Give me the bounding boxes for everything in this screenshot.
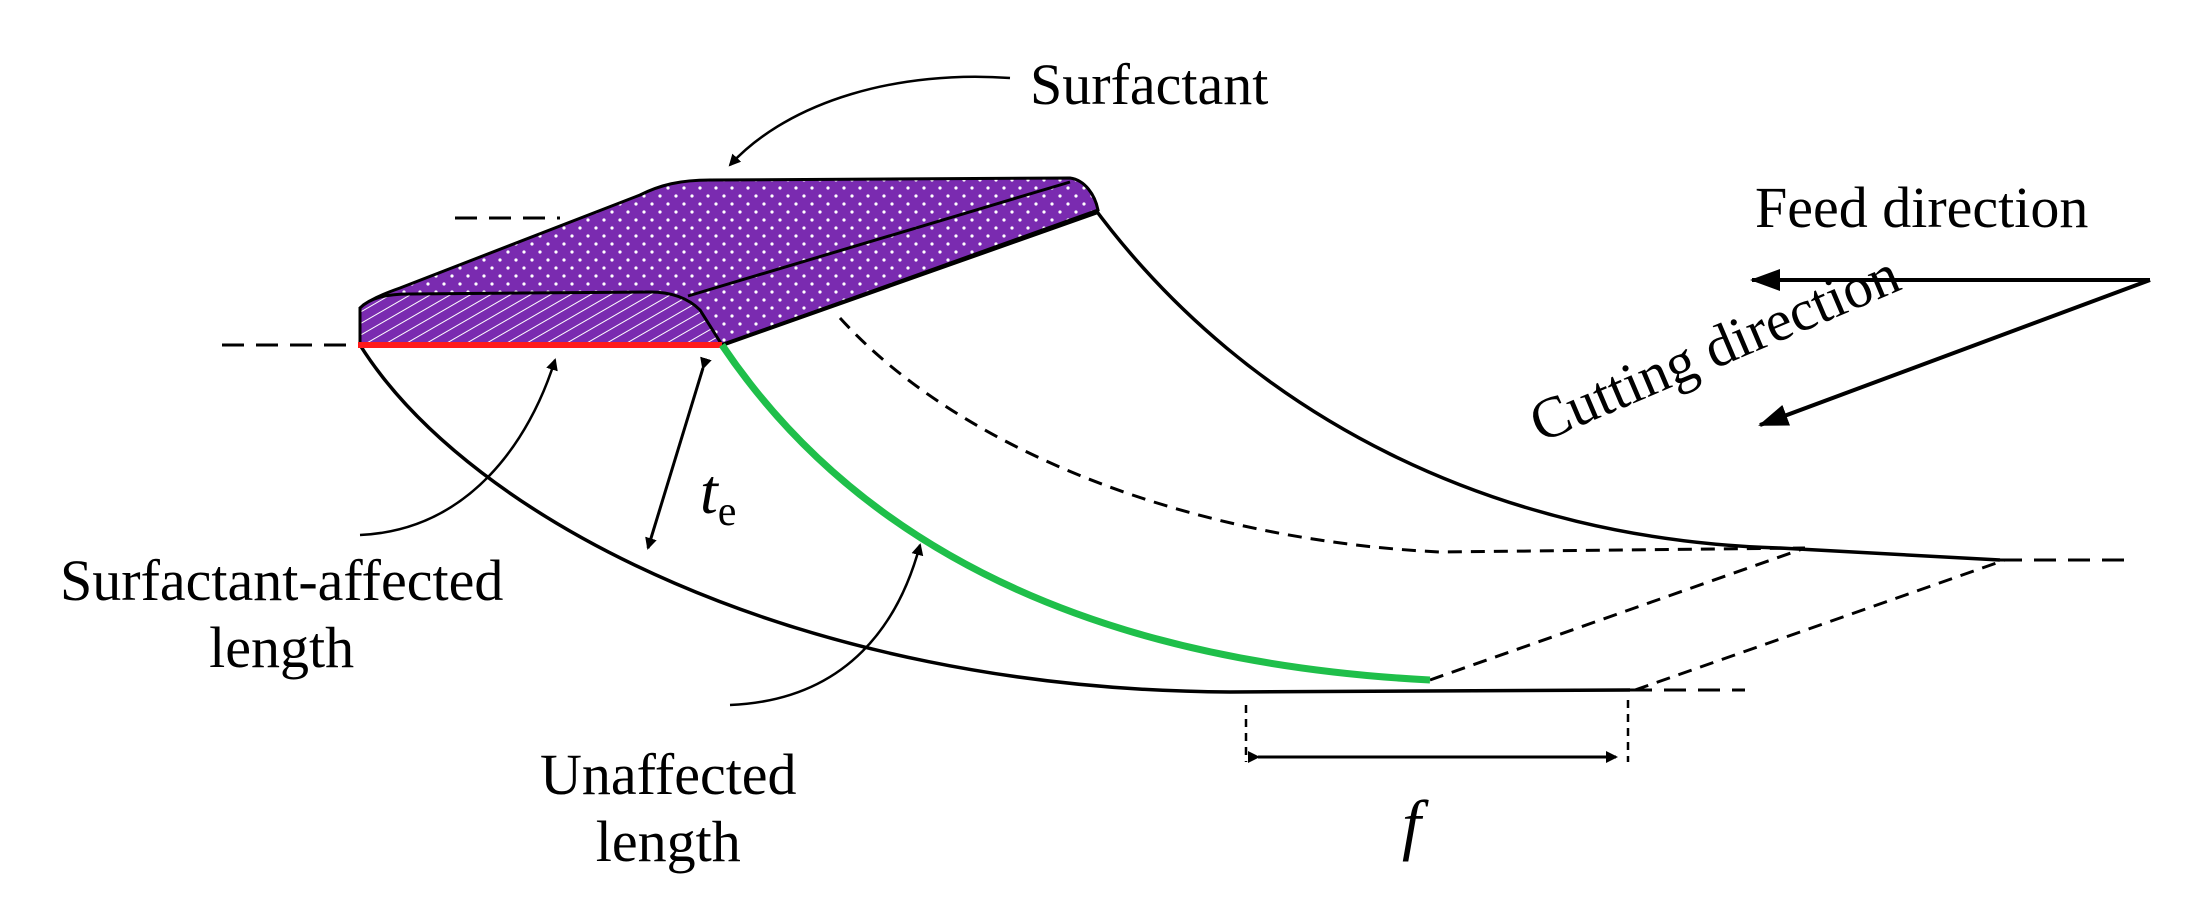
feed-direction-label: Feed direction [1755, 175, 2089, 240]
unaffected-length-label: Unaffected length [540, 742, 797, 875]
surfactant-ridge-1 [687, 180, 1071, 298]
surfactant-label: Surfactant [1030, 52, 1269, 117]
affected-length-callout-arrow [359, 358, 558, 537]
feed-label: f [1402, 786, 1421, 862]
unaffected-length-callout-arrow [729, 543, 924, 707]
chip-thickness-label: te [700, 455, 736, 535]
chip-thickness-arrow [645, 356, 712, 550]
chip-outer-curve [1090, 203, 2001, 562]
chip-thickness-subscript: e [717, 489, 737, 535]
surfactant-ridge-2 [721, 210, 1099, 347]
unaffected-length-line1: Unaffected [540, 742, 797, 807]
surfactant-affected-length-line1: Surfactant-affected [60, 548, 504, 613]
chip-hidden-edge-1 [1429, 546, 1806, 682]
surfactant-edge-band [358, 290, 725, 347]
chip-thickness-symbol: t [700, 456, 718, 527]
surfactant-affected-length-label: Surfactant-affected length [60, 548, 503, 681]
chip-hidden-curve [838, 316, 1806, 554]
unaffected-length-line2: length [595, 808, 741, 874]
chip-hidden-edge-2 [1634, 558, 2006, 692]
chip-bottom-curve [358, 344, 1631, 694]
surfactant-affected-length-line2: length [209, 614, 355, 680]
cutting-direction-arrow [1758, 278, 2151, 427]
surfactant-callout-arrow [728, 75, 1011, 167]
unaffected-length-curve [719, 343, 1431, 684]
